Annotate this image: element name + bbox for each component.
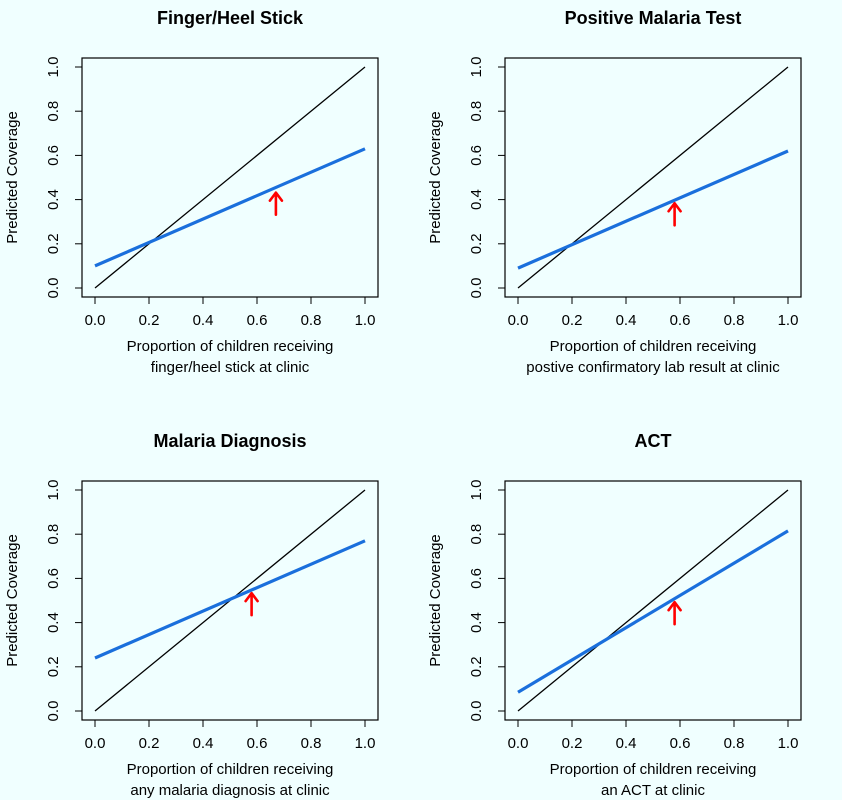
chart-panel-3: Malaria Diagnosis 0.0 0.2 0.4 0.6 0.8 1.0 0.0 0.…: [4, 431, 379, 799]
x-axis-label: Proportion of children receiving: [550, 761, 757, 778]
y-tick-label: 1.0: [468, 57, 485, 78]
predicted-coverage-line: [94, 147, 366, 268]
reference-line: [94, 66, 366, 289]
red-arrow-annotation: [244, 591, 259, 617]
chart-title: Finger/Heel Stick: [157, 8, 304, 28]
y-tick-label: 0.4: [45, 189, 62, 210]
reference-line: [517, 489, 789, 712]
x-tick-label: 0.2: [562, 312, 583, 329]
y-tick-label: 0.2: [468, 233, 485, 254]
x-tick-label: 0.8: [724, 735, 745, 752]
y-tick-label: 0.0: [45, 278, 62, 299]
x-tick-label: 0.4: [193, 312, 214, 329]
reference-line: [517, 66, 789, 289]
y-tick-label: 0.2: [45, 656, 62, 677]
y-tick-label: 1.0: [468, 480, 485, 501]
x-tick-label: 0.2: [139, 312, 160, 329]
y-axis-label: Predicted Coverage: [427, 111, 444, 244]
predicted-coverage-line: [517, 529, 789, 694]
x-tick-label: 0.0: [85, 312, 106, 329]
y-tick-label: 0.4: [468, 612, 485, 633]
y-tick-label: 0.0: [45, 701, 62, 722]
predicted-coverage-line: [517, 149, 789, 270]
x-axis-label: Proportion of children receiving: [127, 338, 334, 355]
x-tick-label: 0.6: [670, 312, 691, 329]
y-tick-label: 0.2: [468, 656, 485, 677]
y-tick-label: 0.8: [45, 524, 62, 545]
red-arrow-annotation: [268, 191, 284, 216]
x-axis-label: Proportion of children receiving: [550, 338, 757, 355]
y-tick-label: 0.8: [468, 101, 485, 122]
plot-frame: [81, 480, 379, 721]
x-tick-label: 0.6: [247, 735, 268, 752]
chart-panel-4: ACT 0.0 0.2 0.4 0.6 0.8 1.0 0.0 0.2 0.4 0.6 0.8 1.0 P…: [427, 431, 802, 799]
y-axis-label: Predicted Coverage: [427, 534, 444, 667]
predicted-coverage-line: [94, 539, 366, 660]
y-axis-label: Predicted Coverage: [4, 111, 21, 244]
x-tick-label: 0.2: [139, 735, 160, 752]
x-tick-label: 0.8: [724, 312, 745, 329]
x-axis-label: Proportion of children receiving: [127, 761, 334, 778]
y-tick-label: 0.6: [45, 145, 62, 166]
plot-frame: [504, 57, 802, 298]
chart-title: ACT: [635, 431, 672, 451]
plot-frame: [504, 480, 802, 721]
y-tick-label: 0.0: [468, 701, 485, 722]
x-axis-label: an ACT at clinic: [601, 782, 705, 799]
x-axis-label: any malaria diagnosis at clinic: [130, 782, 330, 799]
y-tick-label: 0.4: [45, 612, 62, 633]
y-axis-label: Predicted Coverage: [4, 534, 21, 667]
x-tick-label: 0.4: [616, 735, 637, 752]
x-tick-label: 0.6: [247, 312, 268, 329]
x-tick-label: 0.4: [616, 312, 637, 329]
y-tick-label: 0.6: [468, 145, 485, 166]
red-arrow-annotation: [667, 201, 682, 227]
x-tick-label: 0.2: [562, 735, 583, 752]
x-tick-label: 0.8: [301, 312, 322, 329]
chart-title: Malaria Diagnosis: [153, 431, 306, 451]
x-tick-label: 1.0: [778, 735, 799, 752]
x-tick-label: 0.8: [301, 735, 322, 752]
x-tick-label: 0.0: [85, 735, 106, 752]
x-tick-label: 1.0: [355, 735, 376, 752]
chart-title: Positive Malaria Test: [565, 8, 742, 28]
x-tick-label: 1.0: [355, 312, 376, 329]
x-axis-label: finger/heel stick at clinic: [151, 359, 310, 376]
x-tick-label: 0.0: [508, 735, 529, 752]
x-axis-label: postive confirmatory lab result at clini…: [526, 359, 780, 376]
y-tick-label: 1.0: [45, 57, 62, 78]
chart-panel-1: Finger/Heel Stick 0.0 0.2 0.4 0.6 0.8 1.0 0.0 0.…: [4, 8, 379, 376]
y-tick-label: 0.6: [468, 568, 485, 589]
chart-panel-2: Positive Malaria Test 0.0 0.2 0.4 0.6 0.8 1.0 0…: [427, 8, 802, 376]
y-tick-label: 0.0: [468, 278, 485, 299]
plot-frame: [81, 57, 379, 298]
y-tick-label: 0.2: [45, 233, 62, 254]
y-tick-label: 0.4: [468, 189, 485, 210]
y-tick-label: 1.0: [45, 480, 62, 501]
x-tick-label: 0.6: [670, 735, 691, 752]
x-tick-label: 0.4: [193, 735, 214, 752]
x-tick-label: 1.0: [778, 312, 799, 329]
y-tick-label: 0.8: [468, 524, 485, 545]
x-tick-label: 0.0: [508, 312, 529, 329]
y-tick-label: 0.8: [45, 101, 62, 122]
y-tick-label: 0.6: [45, 568, 62, 589]
red-arrow-annotation: [667, 600, 682, 626]
